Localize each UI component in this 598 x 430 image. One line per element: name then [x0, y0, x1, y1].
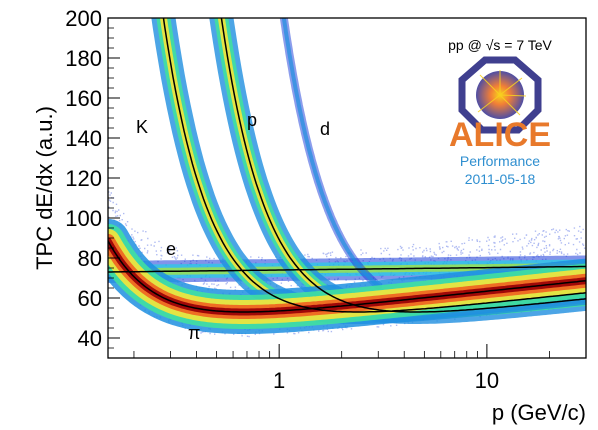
y-tick-label: 120 — [65, 166, 102, 191]
x-tick-label: 10 — [475, 368, 499, 393]
y-tick-label: 40 — [78, 326, 102, 351]
band-label-k: K — [136, 117, 148, 137]
y-axis: 40 60 80 100 120 140 160 180 200 — [65, 6, 120, 359]
x-axis: 1 10 — [133, 344, 587, 393]
y-tick-label: 60 — [78, 286, 102, 311]
band-label-d: d — [320, 119, 330, 139]
x-axis-title: p (GeV/c) — [492, 400, 586, 425]
expected-curves — [108, 18, 586, 313]
x-tick-label: 1 — [273, 368, 285, 393]
curve-electron — [108, 265, 586, 273]
date-label: 2011-05-18 — [465, 171, 536, 187]
alice-logo-text: ALICE — [449, 116, 551, 154]
band-deuteron — [281, 18, 381, 288]
y-tick-label: 80 — [78, 246, 102, 271]
curve-proton — [220, 18, 586, 313]
y-axis-title: TPC dE/dx (a.u.) — [32, 106, 57, 270]
y-tick-label: 160 — [65, 86, 102, 111]
y-tick-label: 200 — [65, 6, 102, 31]
system-label: pp @ √s = 7 TeV — [448, 37, 552, 53]
alice-logo: ALICE — [449, 56, 551, 154]
curve-pion — [108, 240, 586, 313]
band-label-pi: π — [188, 323, 200, 343]
y-tick-label: 100 — [65, 206, 102, 231]
performance-label: Performance — [460, 153, 540, 169]
y-tick-label: 180 — [65, 46, 102, 71]
band-label-e: e — [166, 239, 176, 259]
band-label-p: p — [247, 110, 257, 130]
y-tick-label: 140 — [65, 126, 102, 151]
curve-kaon — [162, 18, 586, 313]
